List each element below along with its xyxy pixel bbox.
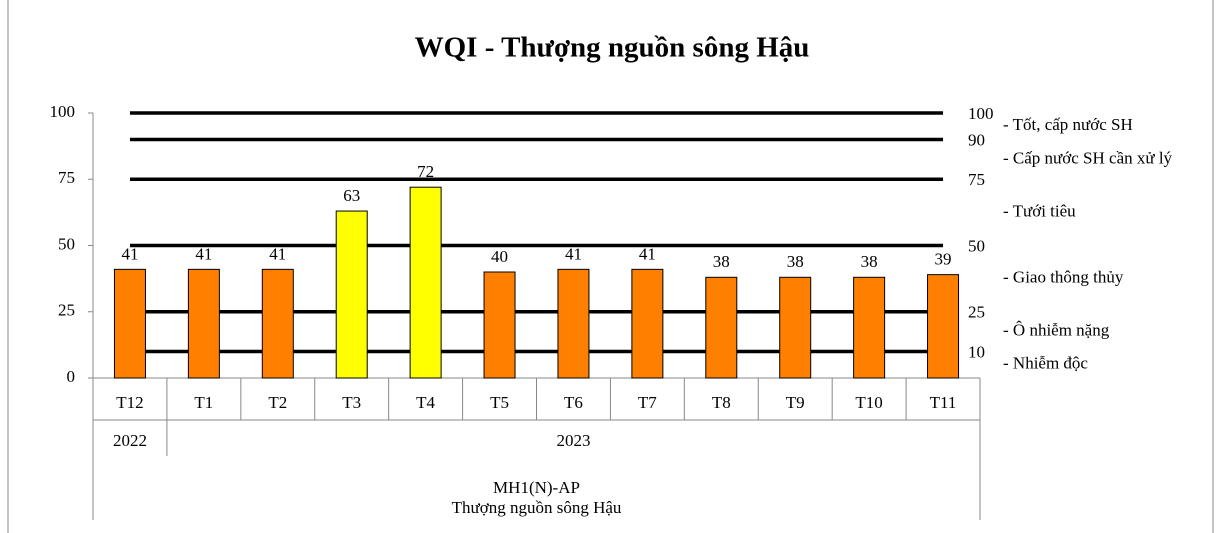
y-tick-label: 0	[67, 367, 76, 386]
zone-label: - Ô nhiễm nặng	[1003, 321, 1110, 340]
group-label: 2022	[113, 431, 147, 450]
x-tick-label: T12	[116, 393, 143, 412]
value-label: 38	[861, 252, 878, 271]
reference-label: 90	[968, 130, 985, 149]
zone-label: - Nhiễm độc	[1003, 354, 1088, 373]
value-label: 41	[269, 244, 286, 263]
x-tick-label: T3	[342, 393, 361, 412]
x-axis-label: MH1(N)-AP	[493, 478, 580, 497]
bar	[335, 210, 368, 379]
bar	[409, 186, 442, 379]
value-label: 72	[417, 162, 434, 181]
bar	[261, 268, 294, 379]
value-label: 38	[713, 252, 730, 271]
value-label: 63	[343, 186, 360, 205]
x-tick-label: T4	[416, 393, 435, 412]
bar	[705, 276, 738, 379]
bar	[631, 268, 664, 379]
reference-label: 10	[968, 342, 985, 361]
bar	[483, 271, 516, 379]
reference-label: 25	[968, 303, 985, 322]
group-label: 2023	[556, 431, 590, 450]
x-tick-label: T5	[490, 393, 509, 412]
reference-label: 75	[968, 170, 985, 189]
value-label: 39	[935, 250, 952, 269]
y-tick-label: 100	[50, 102, 76, 121]
x-tick-label: T8	[712, 393, 731, 412]
x-tick-label: T9	[786, 393, 805, 412]
value-label: 41	[121, 244, 138, 263]
bar	[853, 276, 886, 379]
y-tick-label: 75	[58, 168, 75, 187]
value-label: 38	[787, 252, 804, 271]
y-tick-label: 25	[58, 301, 75, 320]
reference-label: 100	[968, 104, 994, 123]
value-label: 41	[195, 244, 212, 263]
zone-label: - Tốt, cấp nước SH	[1003, 115, 1133, 134]
x-tick-label: T6	[564, 393, 583, 412]
bar	[779, 276, 812, 379]
x-tick-label: T11	[930, 393, 957, 412]
x-axis-label: Thượng nguồn sông Hậu	[452, 498, 622, 517]
chart-title: WQI - Thượng nguồn sông Hậu	[415, 32, 810, 64]
zone-label: - Giao thông thủy	[1003, 268, 1124, 287]
x-tick-label: T1	[194, 393, 213, 412]
bar	[187, 268, 220, 379]
bar	[113, 268, 146, 379]
zone-label: - Cấp nước SH cần xử lý	[1003, 148, 1173, 167]
x-tick-label: T7	[638, 393, 657, 412]
bar	[557, 268, 590, 379]
reference-label: 50	[968, 236, 985, 255]
value-label: 40	[491, 247, 508, 266]
value-label: 41	[639, 244, 656, 263]
x-tick-label: T2	[268, 393, 287, 412]
value-label: 41	[565, 244, 582, 263]
y-tick-label: 50	[58, 234, 75, 253]
x-tick-label: T10	[855, 393, 882, 412]
bar	[927, 274, 960, 379]
zone-label: - Tưới tiêu	[1003, 201, 1076, 220]
